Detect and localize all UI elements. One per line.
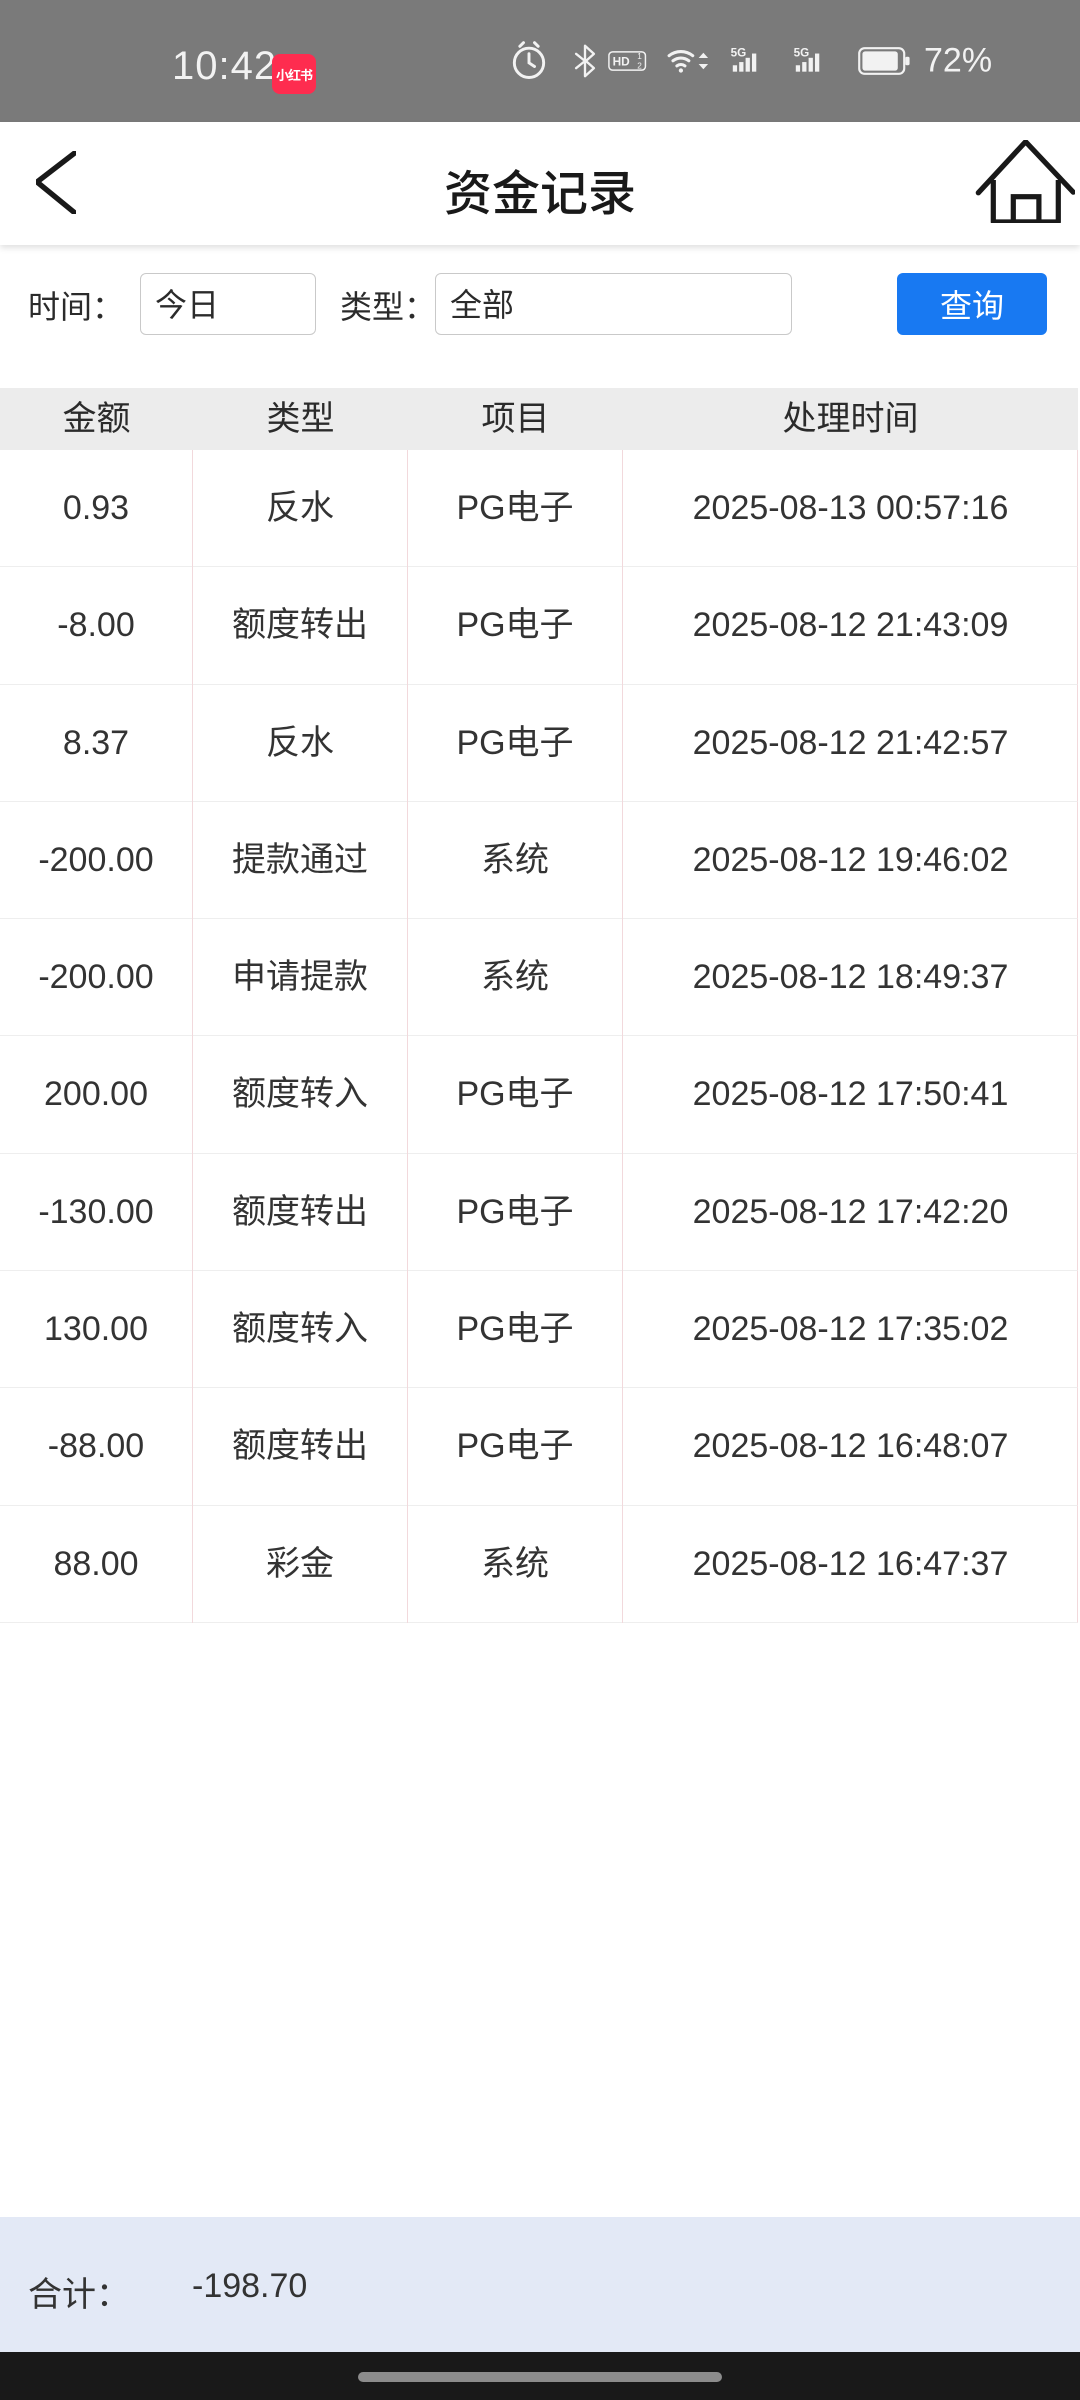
svg-text:5G: 5G [731,47,747,60]
svg-text:HD: HD [613,55,631,69]
svg-text:1: 1 [637,52,642,61]
svg-text:5G: 5G [794,47,810,60]
svg-text:2: 2 [637,61,642,70]
